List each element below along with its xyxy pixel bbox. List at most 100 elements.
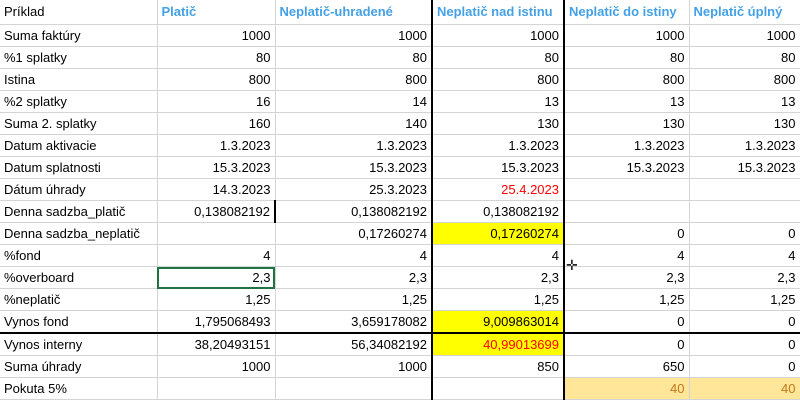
cell-neplatic-uhradene[interactable]: 15.3.2023 [275,156,433,179]
row-label-cell[interactable]: Suma úhrady [0,355,158,378]
cell-neplatic-do-istiny[interactable]: 4 [564,244,690,267]
cell-neplatic-uhradene[interactable]: 25.3.2023 [275,178,433,201]
cell-neplatic-uplny[interactable]: 4 [689,244,800,267]
cell-neplatic-do-istiny[interactable]: 40 [564,377,690,400]
cell-neplatic-nad-istinu[interactable]: 80 [431,46,565,69]
cell-neplatic-uplny[interactable]: 15.3.2023 [689,156,800,179]
cell-neplatic-uplny[interactable] [689,200,800,223]
row-label-cell[interactable]: Datum aktivacie [0,134,158,157]
cell-neplatic-uplny[interactable]: 80 [689,46,800,69]
row-label-cell[interactable]: Dátum úhrady [0,178,158,201]
cell-platic[interactable] [157,222,276,245]
cell-neplatic-nad-istinu[interactable] [431,377,565,400]
cell-neplatic-do-istiny[interactable]: 0 [564,310,690,334]
column-header-label[interactable]: Príklad [0,0,158,25]
cell-neplatic-nad-istinu[interactable]: 0,138082192 [431,200,565,223]
cell-neplatic-uhradene[interactable]: 140 [275,112,433,135]
column-header-neplatic-uplny[interactable]: Neplatič úplný [689,0,800,25]
cell-neplatic-uhradene[interactable]: 14 [275,90,433,113]
cell-neplatic-uplny[interactable]: 40 [689,377,800,400]
cell-neplatic-uplny[interactable]: 0 [689,355,800,378]
cell-neplatic-do-istiny[interactable]: 130 [564,112,690,135]
cell-neplatic-do-istiny[interactable]: 1.3.2023 [564,134,690,157]
cell-neplatic-do-istiny[interactable]: 13 [564,90,690,113]
row-label-cell[interactable]: Vynos interny [0,332,158,356]
cell-neplatic-uhradene[interactable]: 0,138082192 [275,200,433,223]
cell-platic[interactable]: 1,795068493 [157,310,276,334]
cell-neplatic-uhradene[interactable]: 1000 [275,24,433,47]
cell-neplatic-uhradene[interactable]: 800 [275,68,433,91]
cell-neplatic-nad-istinu[interactable]: 4 [431,244,565,267]
cell-neplatic-do-istiny[interactable]: 650 [564,355,690,378]
cell-neplatic-nad-istinu[interactable]: 1.3.2023 [431,134,565,157]
column-header-neplatic-do-istiny[interactable]: Neplatič do istiny [564,0,690,25]
cell-neplatic-uplny[interactable]: 13 [689,90,800,113]
cell-neplatic-uhradene[interactable] [275,377,433,400]
cell-neplatic-uhradene[interactable]: 0,17260274 [275,222,433,245]
cell-neplatic-uplny[interactable]: 800 [689,68,800,91]
cell-platic[interactable]: 38,20493151 [157,332,276,356]
cell-neplatic-do-istiny[interactable]: 1,25 [564,288,690,311]
cell-neplatic-uhradene[interactable]: 4 [275,244,433,267]
cell-neplatic-uhradene[interactable]: 56,34082192 [275,332,433,356]
cell-neplatic-do-istiny[interactable]: 800 [564,68,690,91]
cell-platic[interactable]: 80 [157,46,276,69]
row-label-cell[interactable]: Denna sadzba_platič [0,200,158,223]
cell-neplatic-do-istiny[interactable]: 15.3.2023 [564,156,690,179]
row-label-cell[interactable]: Suma 2. splatky [0,112,158,135]
cell-neplatic-uhradene[interactable]: 1000 [275,355,433,378]
cell-neplatic-do-istiny[interactable] [564,200,690,223]
cell-platic[interactable]: 2,3 [157,266,276,289]
cell-platic[interactable]: 1000 [157,355,276,378]
cell-platic[interactable]: 1000 [157,24,276,47]
cell-neplatic-nad-istinu[interactable]: 1000 [431,24,565,47]
cell-neplatic-nad-istinu[interactable]: 800 [431,68,565,91]
cell-platic[interactable]: 160 [157,112,276,135]
cell-neplatic-do-istiny[interactable]: 0 [564,332,690,356]
row-label-cell[interactable]: Vynos fond [0,310,158,334]
cell-neplatic-do-istiny[interactable]: 0 [564,222,690,245]
column-header-platic[interactable]: Platič [157,0,276,25]
row-label-cell[interactable]: %neplatič [0,288,158,311]
cell-neplatic-uhradene[interactable]: 1,25 [275,288,433,311]
cell-neplatic-uplny[interactable]: 0 [689,332,800,356]
cell-neplatic-do-istiny[interactable]: 2,3 [564,266,690,289]
cell-platic[interactable]: 4 [157,244,276,267]
row-label-cell[interactable]: %overboard [0,266,158,289]
row-label-cell[interactable]: Denna sadzba_neplatič [0,222,158,245]
cell-neplatic-uplny[interactable]: 2,3 [689,266,800,289]
cell-platic[interactable] [157,377,276,400]
row-label-cell[interactable]: %fond [0,244,158,267]
cell-neplatic-uplny[interactable]: 1,25 [689,288,800,311]
row-label-cell[interactable]: Pokuta 5% [0,377,158,400]
row-label-cell[interactable]: %1 splatky [0,46,158,69]
cell-neplatic-nad-istinu[interactable]: 2,3 [431,266,565,289]
cell-neplatic-nad-istinu[interactable]: 850 [431,355,565,378]
cell-neplatic-uplny[interactable]: 1000 [689,24,800,47]
cell-neplatic-nad-istinu[interactable]: 9,009863014 [431,310,565,334]
row-label-cell[interactable]: Datum splatnosti [0,156,158,179]
cell-platic[interactable]: 800 [157,68,276,91]
cell-platic[interactable]: 16 [157,90,276,113]
cell-neplatic-nad-istinu[interactable]: 130 [431,112,565,135]
cell-neplatic-uplny[interactable]: 0 [689,222,800,245]
cell-neplatic-uplny[interactable] [689,178,800,201]
row-label-cell[interactable]: Suma faktúry [0,24,158,47]
cell-platic[interactable]: 15.3.2023 [157,156,276,179]
cell-neplatic-uhradene[interactable]: 3,659178082 [275,310,433,334]
cell-neplatic-nad-istinu[interactable]: 40,99013699 [431,332,565,356]
row-label-cell[interactable]: Istina [0,68,158,91]
cell-neplatic-nad-istinu[interactable]: 13 [431,90,565,113]
cell-neplatic-uplny[interactable]: 0 [689,310,800,334]
cell-neplatic-do-istiny[interactable]: 1000 [564,24,690,47]
cell-neplatic-uplny[interactable]: 1.3.2023 [689,134,800,157]
cell-neplatic-uplny[interactable]: 130 [689,112,800,135]
cell-platic[interactable]: 0,138082192 [157,200,276,223]
cell-neplatic-uhradene[interactable]: 2,3 [275,266,433,289]
row-label-cell[interactable]: %2 splatky [0,90,158,113]
cell-neplatic-nad-istinu[interactable]: 15.3.2023 [431,156,565,179]
column-header-neplatic-nad-istinu[interactable]: Neplatič nad istinu [431,0,565,25]
cell-platic[interactable]: 14.3.2023 [157,178,276,201]
cell-neplatic-do-istiny[interactable] [564,178,690,201]
cell-neplatic-nad-istinu[interactable]: 25.4.2023 [431,178,565,201]
